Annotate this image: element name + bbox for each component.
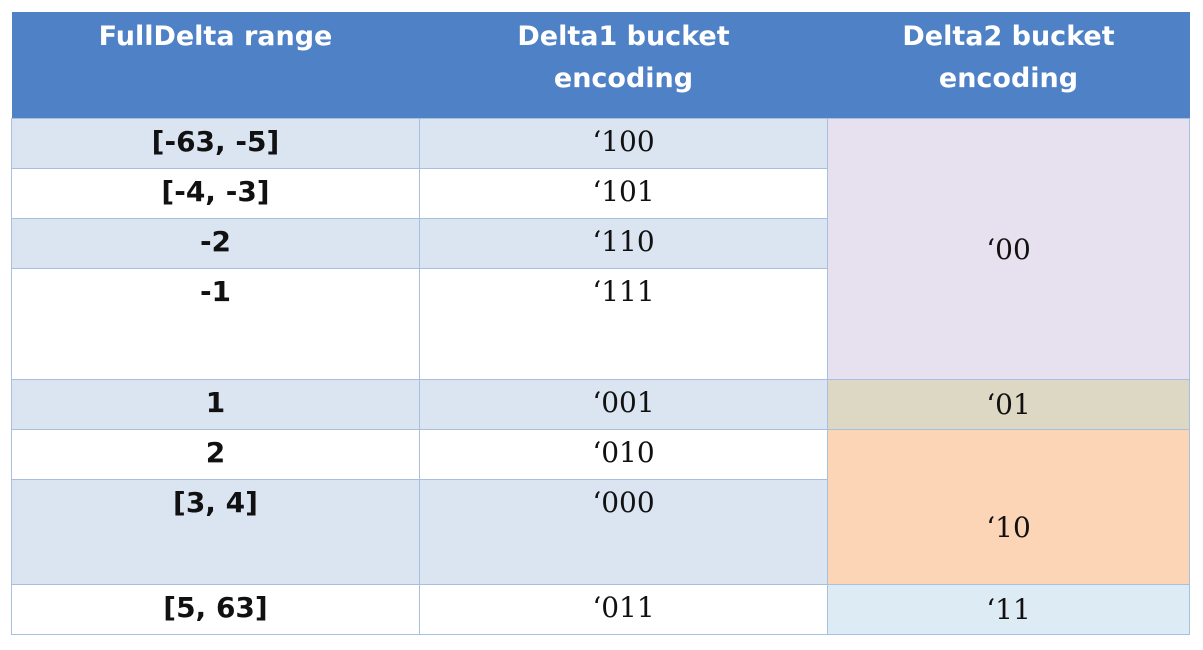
header-delta1-encoding: Delta1 bucket encoding [419,12,828,119]
table-row: [3, 4] ‘000 [11,479,1190,585]
delta1-encoding-cell: ‘100 [419,118,828,169]
delta1-encoding-cell: ‘101 [419,168,828,219]
fulldelta-range-cell: 1 [11,379,420,430]
fulldelta-range-cell: [5, 63] [11,584,420,635]
table-row: [5, 63] ‘011 ‘11 [11,584,1190,635]
delta2-encoding-cell: ‘11 [827,584,1190,635]
fulldelta-range-cell: 2 [11,429,420,480]
delta2-encoding-cell: ‘10 [827,429,1190,585]
table-row: 2 ‘010 ‘10 [11,429,1190,585]
header-fulldelta-line1: FullDelta range [98,21,333,52]
delta1-encoding-cell: ‘000 [419,479,828,585]
table-row: [-63, -5] ‘100 ‘00 [11,118,1190,380]
header-delta1-line1: Delta1 bucket [517,21,730,52]
header-row: FullDelta range Delta1 bucket encoding D… [11,12,1190,119]
header-fulldelta-range: FullDelta range [11,12,420,119]
fulldelta-range-cell: [-4, -3] [11,168,420,219]
delta2-encoding-cell: ‘00 [827,118,1190,380]
delta2-encoding-cell: ‘01 [827,379,1190,430]
header-delta2-line2: encoding [938,63,1079,94]
fulldelta-range-cell: -2 [11,218,420,269]
encoding-table-wrapper: FullDelta range Delta1 bucket encoding D… [11,12,1190,635]
fulldelta-range-cell: [3, 4] [11,479,420,585]
header-delta2-encoding: Delta2 bucket encoding [827,12,1190,119]
fulldelta-range-cell: [-63, -5] [11,118,420,169]
fulldelta-range-cell: -1 [11,268,420,380]
delta1-encoding-cell: ‘011 [419,584,828,635]
delta1-encoding-cell: ‘010 [419,429,828,480]
table-row: 1 ‘001 ‘01 [11,379,1190,430]
header-delta2-line1: Delta2 bucket [902,21,1115,52]
table-row: [-4, -3] ‘101 [11,168,1190,219]
delta1-encoding-cell: ‘111 [419,268,828,380]
delta1-encoding-cell: ‘110 [419,218,828,269]
table-row: -1 ‘111 [11,268,1190,380]
encoding-table: FullDelta range Delta1 bucket encoding D… [11,12,1190,635]
header-delta1-line2: encoding [553,63,694,94]
delta1-encoding-cell: ‘001 [419,379,828,430]
